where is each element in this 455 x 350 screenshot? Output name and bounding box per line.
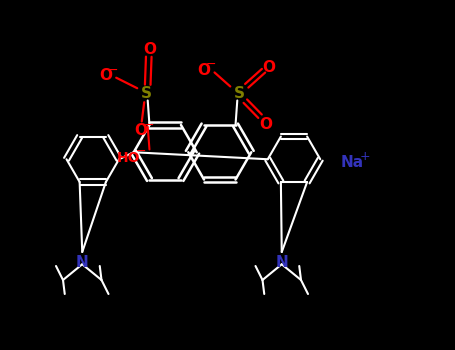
Text: −: − — [136, 145, 146, 159]
Text: Na: Na — [340, 155, 363, 170]
Text: N: N — [76, 255, 89, 270]
Text: N: N — [275, 255, 288, 270]
Text: −: − — [143, 118, 154, 132]
Text: +: + — [360, 150, 370, 163]
Text: O: O — [143, 42, 156, 57]
Text: HO: HO — [117, 151, 140, 165]
Text: O: O — [259, 118, 272, 132]
Text: O: O — [99, 69, 112, 83]
Text: O: O — [134, 123, 147, 138]
Text: O: O — [262, 60, 275, 75]
Text: S: S — [233, 86, 244, 101]
Text: O: O — [197, 63, 211, 78]
Text: −: − — [107, 63, 118, 77]
Text: S: S — [141, 86, 152, 101]
Text: −: − — [206, 58, 216, 71]
